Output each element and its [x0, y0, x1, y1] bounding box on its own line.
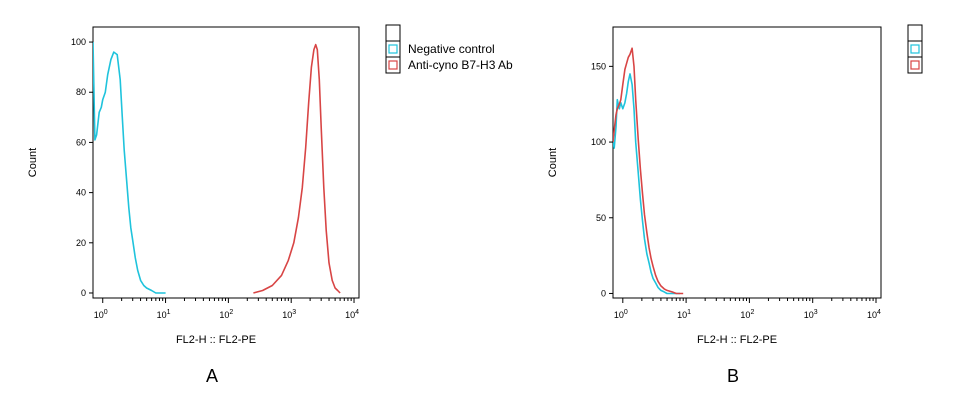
x-tick-label: 103	[282, 309, 296, 320]
y-tick-label: 60	[76, 137, 86, 147]
x-tick-label: 102	[740, 309, 754, 320]
legend-box	[907, 40, 923, 58]
y-tick-label: 0	[81, 288, 86, 298]
series-line-red	[253, 43, 341, 294]
y-tick-label: 150	[591, 61, 606, 71]
x-axis-title: FL2-H :: FL2-PE	[697, 334, 777, 346]
legend-box	[907, 56, 923, 74]
y-tick-label: 0	[601, 288, 606, 298]
y-tick-label: 100	[71, 37, 86, 47]
legend-box	[385, 40, 401, 58]
x-tick-label: 102	[219, 309, 233, 320]
y-tick-label: 20	[76, 238, 86, 248]
series-line-red	[613, 47, 684, 295]
y-axis-title: Count	[27, 148, 39, 177]
series-line-cyan	[93, 42, 166, 294]
legend-box	[385, 56, 401, 74]
legend-box	[385, 24, 401, 42]
panel-label: B	[727, 366, 739, 386]
legend-swatch	[388, 60, 398, 70]
series-line-cyan	[613, 73, 680, 295]
x-tick-label: 101	[677, 309, 691, 320]
x-tick-label: 103	[804, 309, 818, 320]
y-tick-label: 50	[596, 213, 606, 223]
x-tick-label: 100	[94, 309, 108, 320]
x-axis-title: FL2-H :: FL2-PE	[176, 334, 256, 346]
panel-label: A	[206, 366, 218, 386]
legend-label: Anti-cyno B7-H3 Ab	[408, 58, 513, 72]
plot-frame	[612, 26, 882, 299]
x-tick-label: 104	[345, 309, 359, 320]
x-tick-label: 104	[867, 309, 881, 320]
legend-swatch	[388, 44, 398, 54]
y-tick-label: 100	[591, 137, 606, 147]
x-tick-label: 100	[614, 309, 628, 320]
legend-swatch	[910, 44, 920, 54]
y-tick-label: 40	[76, 188, 86, 198]
y-tick-label: 80	[76, 87, 86, 97]
y-axis-title: Count	[547, 148, 559, 177]
x-tick-label: 101	[157, 309, 171, 320]
legend-swatch	[910, 60, 920, 70]
legend-box	[907, 24, 923, 42]
legend-label: Negative control	[408, 42, 495, 56]
